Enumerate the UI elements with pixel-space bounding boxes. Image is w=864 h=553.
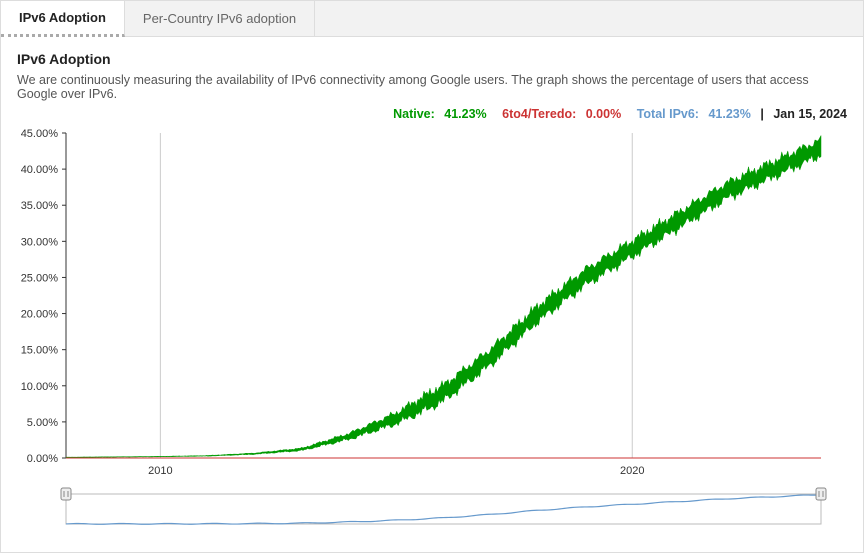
svg-text:0.00%: 0.00% xyxy=(27,453,58,465)
svg-text:45.00%: 45.00% xyxy=(21,128,59,140)
chart-description: We are continuously measuring the availa… xyxy=(1,73,863,107)
svg-text:30.00%: 30.00% xyxy=(21,236,59,248)
legend-native: Native: 41.23% xyxy=(381,107,487,121)
chart-legend: Native: 41.23% 6to4/Teredo: 0.00% Total … xyxy=(1,107,863,123)
tab-per-country[interactable]: Per-Country IPv6 adoption xyxy=(125,1,315,36)
svg-text:25.00%: 25.00% xyxy=(21,272,59,284)
tab-ipv6-adoption[interactable]: IPv6 Adoption xyxy=(1,1,125,37)
tab-label: Per-Country IPv6 adoption xyxy=(143,11,296,26)
tabs-bar: IPv6 Adoption Per-Country IPv6 adoption xyxy=(1,1,863,37)
svg-text:35.00%: 35.00% xyxy=(21,200,59,212)
legend-total: Total IPv6: 41.23% xyxy=(625,107,751,121)
svg-text:2010: 2010 xyxy=(148,465,172,477)
range-handle-left[interactable] xyxy=(61,488,71,500)
range-overview-line xyxy=(66,495,821,524)
legend-sep: | xyxy=(754,107,767,121)
svg-text:5.00%: 5.00% xyxy=(27,417,58,429)
main-chart-container: 0.00% 5.00% 10.00% 15.00% 20.00% 25.00% 30.00%… xyxy=(1,123,863,488)
svg-text:20.00%: 20.00% xyxy=(21,309,59,321)
range-slider[interactable] xyxy=(1,484,831,528)
svg-text:2020: 2020 xyxy=(620,465,644,477)
main-chart: 0.00% 5.00% 10.00% 15.00% 20.00% 25.00% 30.00%… xyxy=(1,123,831,483)
tab-label: IPv6 Adoption xyxy=(19,10,106,25)
page-frame: IPv6 Adoption Per-Country IPv6 adoption … xyxy=(0,0,864,553)
chart-heading: IPv6 Adoption xyxy=(1,37,863,73)
svg-text:10.00%: 10.00% xyxy=(21,381,59,393)
svg-text:40.00%: 40.00% xyxy=(21,164,59,176)
svg-text:15.00%: 15.00% xyxy=(21,345,59,357)
range-slider-container[interactable] xyxy=(1,484,863,533)
series-native xyxy=(66,136,821,458)
legend-date: Jan 15, 2024 xyxy=(767,107,847,121)
legend-teredo: 6to4/Teredo: 0.00% xyxy=(490,107,621,121)
range-handle-right[interactable] xyxy=(816,488,826,500)
